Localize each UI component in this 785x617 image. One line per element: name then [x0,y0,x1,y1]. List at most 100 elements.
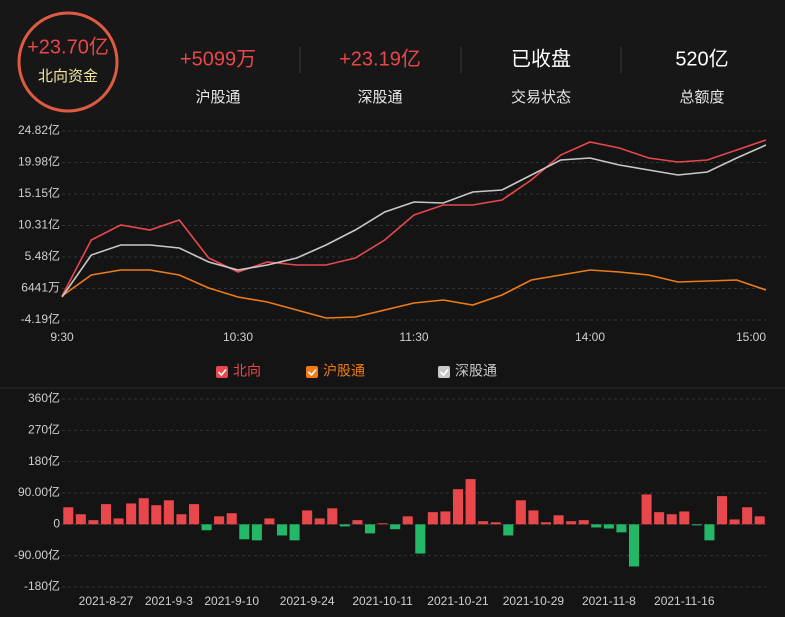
bar [603,524,614,529]
x-tick-label: 11:30 [399,330,428,344]
bar [704,524,715,541]
legend-label[interactable]: 北向 [233,363,261,379]
y-tick-label: -4.19亿 [21,311,60,326]
bar [515,500,526,525]
x-tick-label: 2021-11-16 [654,594,715,608]
bar [666,514,677,525]
bar [578,520,589,525]
x-tick-label: 2021-9-24 [280,594,335,608]
x-tick-label: 15:00 [736,330,766,344]
bar [264,518,275,525]
y-tick-label: 270亿 [28,422,60,437]
legend-swatch[interactable] [216,366,228,378]
bar [754,516,765,525]
y-tick-label: 0 [53,517,60,531]
north-label: 北向资金 [38,68,98,85]
bar [566,521,577,525]
stat-label: 深股通 [357,89,402,106]
bar [302,510,313,525]
y-tick-label: 5.48亿 [25,248,60,263]
bar [100,504,112,525]
legend-swatch[interactable] [306,366,318,378]
stat-value: 520亿 [675,47,728,70]
bar [465,479,476,525]
y-tick-label: 10.31亿 [18,217,60,232]
bar [88,520,99,525]
x-tick-label: 2021-9-3 [145,594,193,608]
bar [691,524,702,526]
bar [427,512,438,525]
y-tick-label: 180亿 [28,453,60,468]
legend-swatch[interactable] [438,366,450,378]
bar [75,514,86,525]
stat-label: 交易状态 [511,88,571,106]
bar [390,524,401,530]
bar [352,520,363,525]
y-tick-label: 19.98亿 [18,154,60,169]
bar [214,516,225,525]
north-value: +23.70亿 [27,35,109,58]
x-tick-label: 2021-8-27 [79,594,134,608]
bar [63,507,74,525]
bar [138,498,149,525]
y-tick-label: 6441万 [21,281,60,295]
bar [503,524,514,536]
bar [440,511,451,525]
bar [616,524,627,533]
bar [151,505,162,525]
bar [641,494,652,525]
bar [679,511,690,525]
x-tick-label: 2021-10-11 [352,594,413,608]
bar [540,522,552,525]
series-line [61,269,767,319]
bar [452,489,464,525]
bar [113,518,124,525]
bar [289,524,300,541]
bar [364,524,376,534]
x-tick-label: 2021-10-21 [427,594,489,608]
bar [490,522,501,525]
y-tick-label: -180亿 [24,578,60,593]
bar [716,496,728,525]
legend-label[interactable]: 深股通 [455,363,497,379]
bar [742,507,753,525]
header-bg [0,0,785,120]
y-tick-label: 90.00亿 [18,484,60,499]
x-tick-label: 9:30 [50,330,74,344]
series-line [61,144,767,298]
x-tick-label: 2021-11-8 [582,594,636,608]
legend-check [439,368,449,377]
x-tick-label: 2021-9-10 [204,594,259,608]
bar [276,524,288,536]
y-tick-label: 15.15亿 [18,185,60,200]
bar [339,524,350,527]
legend-label[interactable]: 沪股通 [323,363,365,379]
bar [251,524,262,541]
bar [226,513,237,525]
bar [327,508,338,525]
bar [415,524,426,554]
y-tick-label: 24.82亿 [18,122,60,137]
bar [201,524,212,531]
bar [402,516,413,525]
bar [553,515,564,525]
stat-label: 沪股通 [195,89,240,106]
bar [528,510,539,525]
legend-check [307,368,317,377]
bar [628,524,640,567]
bar [377,523,388,525]
stat-value: 已收盘 [511,47,571,70]
bar [126,503,137,525]
stat-value: +5099万 [180,48,256,70]
north-ring [17,11,119,113]
bar [654,512,665,525]
bar [239,524,250,540]
stat-label: 总额度 [679,89,724,106]
x-tick-label: 14:00 [575,330,605,344]
series-line [61,139,767,297]
bar [188,504,200,525]
y-tick-label: -90.00亿 [14,547,60,562]
bar [729,519,740,525]
bar [478,521,489,525]
